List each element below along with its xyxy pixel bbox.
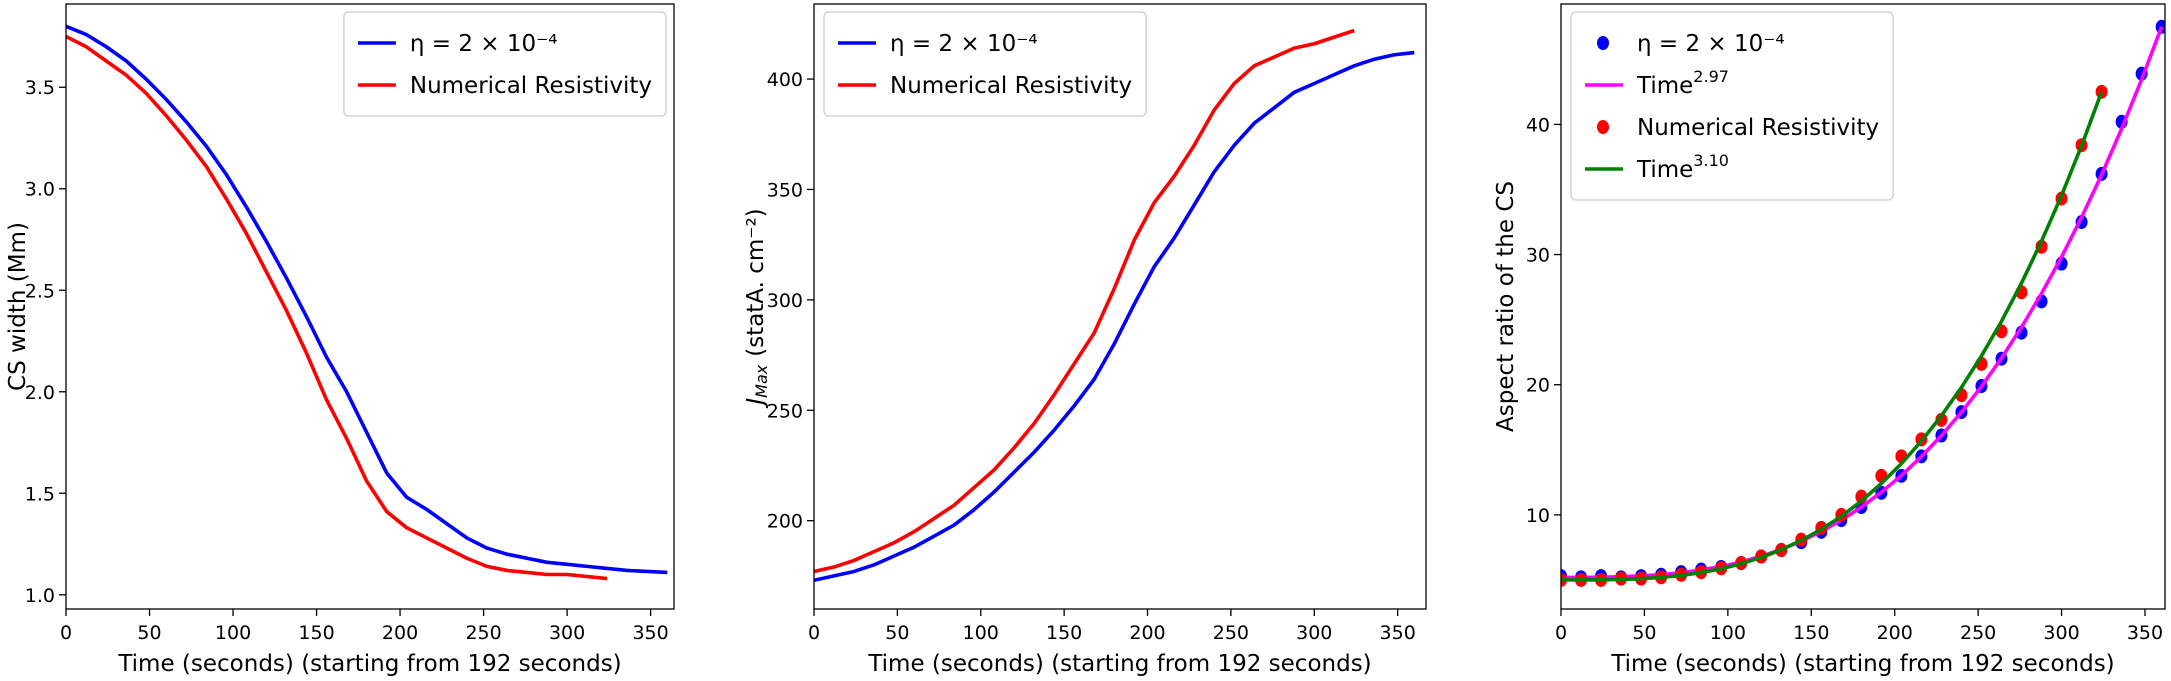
y-tick-label: 200 <box>767 511 803 533</box>
plot-frame <box>65 3 675 610</box>
y-axis-label: Aspect ratio of the CS <box>1493 181 1519 432</box>
y-axis-label-main: CS width (Mm) <box>5 222 31 391</box>
legend-marker <box>1597 120 1609 134</box>
x-tick-label: 350 <box>2127 622 2163 644</box>
panel: 0 50 100 150 200 250 300 350 10 20 30 40 Time (secon… <box>1493 3 2166 677</box>
legend-exponent: 3.10 <box>1693 151 1729 170</box>
legend-label: Time2.97 <box>1636 67 1729 99</box>
legend-label: Time3.10 <box>1636 151 1729 183</box>
plot-area <box>66 24 668 581</box>
x-tick-label: 300 <box>549 622 585 644</box>
legend-label: Numerical Resistivity <box>1637 115 1879 141</box>
legend-name: Time <box>1636 73 1693 99</box>
x-tick-label: 300 <box>2043 622 2079 644</box>
plot-area <box>1561 19 2165 587</box>
y-axis-label: JMax (statA. cm⁻²) <box>743 208 771 408</box>
x-tick-label: 0 <box>808 622 820 644</box>
legend-name: Time <box>1636 157 1693 183</box>
x-tick-label: 100 <box>1710 622 1746 644</box>
y-tick-label: 1.5 <box>25 483 55 505</box>
x-axis-label: Time (seconds) (starting from 192 second… <box>867 651 1371 677</box>
series-line <box>1561 91 2104 582</box>
x-tick-label: 150 <box>298 622 334 644</box>
y-tick-label: 400 <box>767 69 803 91</box>
x-tick-label: 100 <box>963 622 999 644</box>
legend-name: η = 2 × 10⁻⁴ <box>410 31 558 57</box>
x-tick-label: 200 <box>1877 622 1913 644</box>
x-tick-label: 150 <box>1046 622 1082 644</box>
x-axis-label: Time (seconds) (starting from 192 second… <box>1610 651 2114 677</box>
legend-box <box>823 11 1147 117</box>
legend-name: Numerical Resistivity <box>410 73 652 99</box>
legend-exponent: 2.97 <box>1693 67 1729 86</box>
x-tick-label: 0 <box>1555 622 1567 644</box>
x-tick-label: 50 <box>1632 622 1656 644</box>
y-tick-label: 300 <box>767 290 803 312</box>
x-tick-label: 200 <box>382 622 418 644</box>
y-tick-label: 1.0 <box>25 585 55 607</box>
y-tick-label: 40 <box>1526 114 1550 136</box>
legend-box <box>343 11 667 117</box>
x-tick-label: 150 <box>1793 622 1829 644</box>
y-tick-label: 20 <box>1526 375 1550 397</box>
legend: η = 2 × 10⁻⁴ Numerical Resistivity <box>343 11 667 117</box>
y-axis-label-main: J <box>743 398 769 409</box>
x-tick-label: 0 <box>60 622 72 644</box>
series-line <box>66 34 608 581</box>
x-tick-label: 200 <box>1129 622 1165 644</box>
series-line <box>814 28 1355 574</box>
legend-name: Numerical Resistivity <box>1637 115 1879 141</box>
panel: 0 50 100 150 200 250 300 350 200 250 300 350 400 Time… <box>743 3 1427 677</box>
x-tick-label: 250 <box>1960 622 1996 644</box>
legend-marker <box>1597 36 1609 50</box>
legend-label: η = 2 × 10⁻⁴ <box>410 31 558 57</box>
plot-frame <box>813 3 1427 610</box>
legend-name: Numerical Resistivity <box>890 73 1132 99</box>
x-tick-label: 300 <box>1296 622 1332 644</box>
plot-area <box>814 28 1415 583</box>
y-tick-label: 10 <box>1526 505 1550 527</box>
y-axis-label-main: Aspect ratio of the CS <box>1493 181 1519 432</box>
legend-label: η = 2 × 10⁻⁴ <box>1637 31 1785 57</box>
x-tick-label: 250 <box>1213 622 1249 644</box>
legend-box <box>1570 11 1894 201</box>
point <box>1935 412 1948 427</box>
x-tick-label: 100 <box>215 622 251 644</box>
plot-frame <box>1560 3 2166 610</box>
x-tick-label: 250 <box>465 622 501 644</box>
x-tick-label: 350 <box>632 622 668 644</box>
series-line <box>66 24 668 575</box>
y-axis-label-tail: (statA. cm⁻²) <box>743 208 769 356</box>
y-tick-label: 3.0 <box>25 179 55 201</box>
y-tick-label: 2.5 <box>25 280 55 302</box>
legend-label: Numerical Resistivity <box>410 73 652 99</box>
x-tick-label: 50 <box>885 622 909 644</box>
y-axis-label: CS width (Mm) <box>5 222 31 391</box>
y-tick-label: 3.5 <box>25 77 55 99</box>
y-tick-label: 250 <box>767 400 803 422</box>
legend-label: η = 2 × 10⁻⁴ <box>890 31 1038 57</box>
x-axis-label: Time (seconds) (starting from 192 second… <box>117 651 621 677</box>
panel: 0 50 100 150 200 250 300 350 1.0 1.5 2.0 2.5 3.0 3.5 T… <box>5 3 675 677</box>
x-tick-label: 350 <box>1380 622 1416 644</box>
legend-label: Numerical Resistivity <box>890 73 1132 99</box>
series-line <box>814 50 1415 583</box>
y-tick-label: 2.0 <box>25 382 55 404</box>
legend: η = 2 × 10⁻⁴ Numerical Resistivity <box>823 11 1147 117</box>
y-tick-label: 350 <box>767 179 803 201</box>
y-tick-label: 30 <box>1526 245 1550 267</box>
legend-name: η = 2 × 10⁻⁴ <box>890 31 1038 57</box>
legend-name: η = 2 × 10⁻⁴ <box>1637 31 1785 57</box>
y-axis-label-sub: Max <box>752 364 771 398</box>
x-tick-label: 50 <box>137 622 161 644</box>
